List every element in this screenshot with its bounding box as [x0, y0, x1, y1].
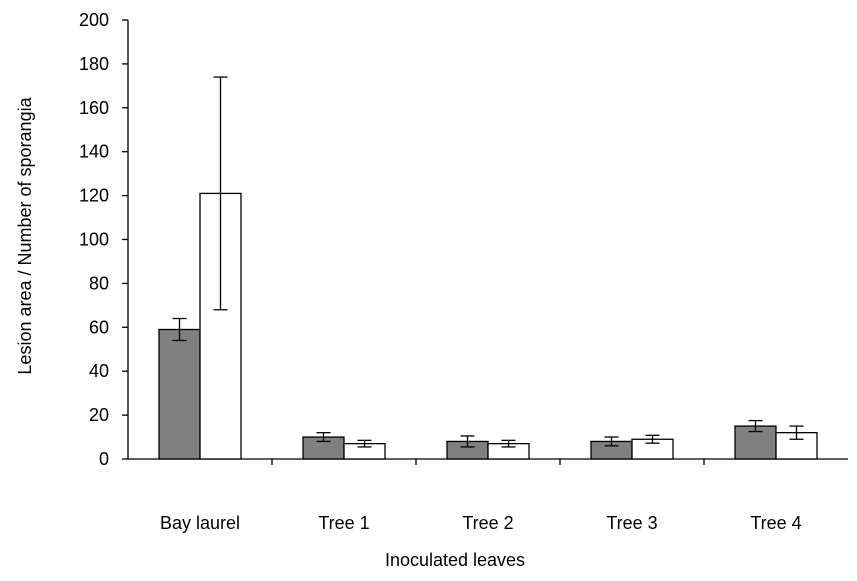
- x-category-label: Tree 2: [462, 513, 513, 533]
- y-tick-label: 80: [89, 273, 109, 293]
- chart-bars: [158, 192, 818, 460]
- bar: [158, 328, 201, 460]
- y-tick-label: 60: [89, 317, 109, 337]
- y-axis-title: Lesion area / Number of sporangia: [15, 96, 35, 374]
- chart-labels: 0 20 40 60 80 100 120 140 160 180 200 Bay laurel Tre…: [79, 10, 802, 533]
- x-category-label: Tree 3: [606, 513, 657, 533]
- y-tick-label: 120: [79, 186, 109, 206]
- y-tick-label: 180: [79, 54, 109, 74]
- y-tick-label: 160: [79, 98, 109, 118]
- y-tick-label: 0: [99, 449, 109, 469]
- chart-error-bars: [172, 76, 804, 448]
- y-tick-label: 100: [79, 230, 109, 250]
- x-category-label: Bay laurel: [160, 513, 240, 533]
- y-tick-label: 200: [79, 10, 109, 30]
- chart-axes: [122, 19, 848, 465]
- x-category-label: Tree 1: [318, 513, 369, 533]
- y-tick-label: 40: [89, 361, 109, 381]
- x-category-label: Tree 4: [750, 513, 801, 533]
- y-tick-label: 140: [79, 142, 109, 162]
- x-axis-title: Inoculated leaves: [385, 550, 525, 570]
- y-tick-label: 20: [89, 405, 109, 425]
